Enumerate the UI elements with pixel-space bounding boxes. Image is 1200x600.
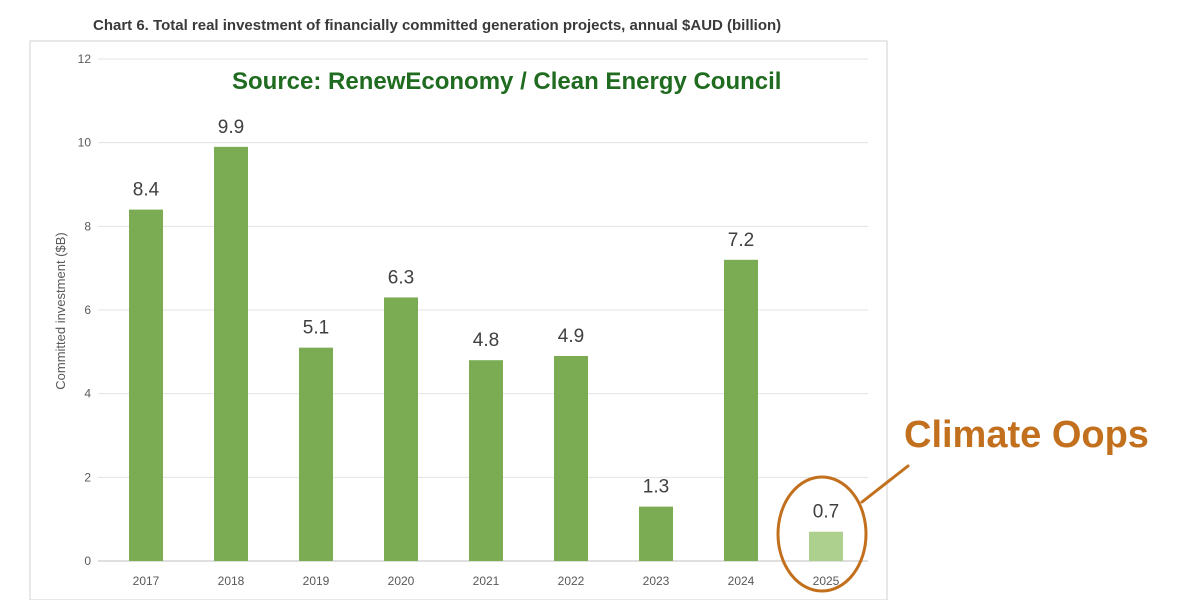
bar-2018 [214, 146, 248, 561]
bar-2023 [639, 506, 673, 561]
bar-2025 [809, 531, 843, 561]
data-labels: 8.4 9.9 5.1 6.3 4.8 4.9 1.3 7.2 0.7 [133, 117, 839, 523]
y-tick-label: 6 [84, 303, 91, 317]
x-tick-label: 2018 [218, 574, 245, 588]
data-label: 4.8 [473, 330, 499, 351]
x-tick-label: 2025 [813, 574, 840, 588]
y-tick-label: 12 [78, 52, 92, 66]
x-axis-ticks: 2017 2018 2019 2020 2021 2022 2023 2024 2025 [133, 574, 840, 588]
bar-2022 [554, 356, 588, 561]
x-tick-label: 2021 [473, 574, 500, 588]
data-label: 9.9 [218, 117, 244, 138]
bar-2017 [129, 209, 163, 561]
source-note: Source: RenewEconomy / Clean Energy Coun… [232, 68, 781, 95]
bar-2024 [724, 259, 758, 561]
data-label: 6.3 [388, 267, 414, 288]
data-label: 1.3 [643, 477, 669, 498]
bar-2020 [384, 297, 418, 561]
y-tick-label: 4 [84, 387, 91, 401]
data-label: 7.2 [728, 230, 754, 251]
data-label: 0.7 [813, 502, 839, 523]
bars [129, 146, 843, 561]
callout-line [860, 464, 910, 504]
callout-circle [776, 475, 868, 593]
chart-title: Chart 6. Total real investment of financ… [93, 17, 782, 34]
y-tick-label: 2 [84, 470, 91, 484]
y-tick-label: 8 [84, 219, 91, 233]
bar-2021 [469, 360, 503, 561]
data-label: 5.1 [303, 318, 329, 339]
data-label: 4.9 [558, 326, 584, 347]
data-label: 8.4 [133, 180, 160, 201]
y-tick-label: 10 [78, 136, 92, 150]
x-tick-label: 2019 [303, 574, 330, 588]
x-tick-label: 2022 [558, 574, 585, 588]
x-tick-label: 2024 [728, 574, 755, 588]
y-axis-label: Committed investment ($B) [53, 232, 68, 390]
x-tick-label: 2017 [133, 574, 160, 588]
x-tick-label: 2023 [643, 574, 670, 588]
bar-2019 [299, 347, 333, 561]
y-axis-ticks: 0 2 4 6 8 10 12 [78, 52, 92, 568]
callout-text: Climate Oops [904, 414, 1149, 456]
y-tick-label: 0 [84, 554, 91, 568]
x-tick-label: 2020 [388, 574, 415, 588]
